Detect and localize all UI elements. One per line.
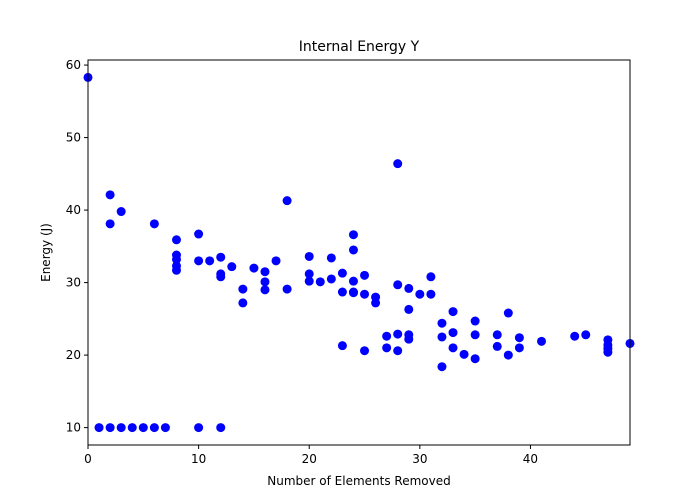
data-point (238, 284, 248, 294)
data-point (216, 252, 226, 262)
data-point (404, 283, 414, 293)
y-tick-label: 40 (66, 203, 81, 217)
data-point (437, 362, 447, 372)
data-point (537, 336, 547, 346)
data-point (171, 235, 181, 245)
data-point (194, 423, 204, 433)
data-point (470, 354, 480, 364)
data-point (360, 346, 370, 356)
data-point (194, 256, 204, 266)
data-point (105, 423, 115, 433)
data-point (194, 229, 204, 239)
data-point (348, 276, 358, 286)
data-point (437, 332, 447, 342)
data-point (116, 423, 126, 433)
data-point (105, 190, 115, 200)
data-point (371, 298, 381, 308)
data-point (149, 219, 159, 229)
data-point (503, 308, 513, 318)
data-point (503, 350, 513, 360)
data-point (448, 328, 458, 338)
data-point (238, 298, 248, 308)
data-point (260, 277, 270, 287)
data-point (382, 331, 392, 341)
data-point (492, 341, 502, 351)
y-axis-label: Energy (J) (39, 223, 53, 282)
data-point (382, 343, 392, 353)
data-point (205, 256, 215, 266)
x-tick-label: 0 (84, 452, 92, 466)
data-point (260, 267, 270, 277)
data-point (393, 346, 403, 356)
data-point (127, 423, 137, 433)
data-point (448, 343, 458, 353)
data-point (448, 307, 458, 317)
data-point (492, 330, 502, 340)
data-point (260, 285, 270, 295)
data-point (160, 423, 170, 433)
data-point (404, 334, 414, 344)
data-point (282, 284, 292, 294)
data-point (393, 280, 403, 290)
data-point (138, 423, 148, 433)
x-tick-label: 10 (191, 452, 206, 466)
data-point (337, 341, 347, 351)
x-tick-label: 20 (302, 452, 317, 466)
chart-title: Internal Energy Y (299, 39, 420, 55)
data-point (393, 159, 403, 169)
data-point (94, 423, 104, 433)
data-point (149, 423, 159, 433)
data-point (116, 207, 126, 217)
data-point (171, 254, 181, 264)
data-point (514, 343, 524, 353)
data-point (470, 316, 480, 326)
data-point (304, 276, 314, 286)
data-point (348, 288, 358, 298)
data-point (216, 423, 226, 433)
data-point (105, 219, 115, 229)
data-point (348, 230, 358, 240)
plot-frame (87, 59, 631, 446)
y-tick-label: 30 (66, 276, 81, 290)
data-point (249, 263, 259, 273)
data-point (360, 270, 370, 280)
data-point (514, 333, 524, 343)
data-point (271, 256, 281, 266)
data-point (470, 330, 480, 340)
x-tick-label: 30 (412, 452, 427, 466)
y-tick-label: 10 (66, 421, 81, 435)
data-point (426, 289, 436, 299)
data-point (216, 272, 226, 282)
data-point (337, 268, 347, 278)
data-point (581, 330, 591, 340)
data-point (326, 253, 336, 263)
data-point (426, 272, 436, 282)
y-axis-ticks: 10 20 30 40 50 60 (66, 58, 88, 435)
data-point (570, 331, 580, 341)
data-point (171, 265, 181, 275)
data-point (304, 251, 314, 261)
y-tick-label: 20 (66, 348, 81, 362)
data-point (337, 287, 347, 297)
data-point (304, 269, 314, 279)
data-point (360, 289, 370, 299)
data-point (404, 304, 414, 314)
data-point (315, 277, 325, 287)
data-point (326, 274, 336, 284)
data-points (83, 72, 635, 433)
x-tick-label: 40 (523, 452, 538, 466)
y-tick-label: 60 (66, 58, 81, 72)
x-axis-label: Number of Elements Removed (267, 474, 450, 488)
data-point (415, 289, 425, 299)
y-tick-label: 50 (66, 131, 81, 145)
x-axis-ticks: 0 10 20 30 40 (84, 445, 538, 466)
data-point (282, 196, 292, 206)
data-point (227, 262, 237, 272)
data-point (459, 349, 469, 359)
data-point (393, 329, 403, 339)
data-point (437, 318, 447, 328)
data-point (603, 347, 613, 357)
data-point (348, 245, 358, 255)
